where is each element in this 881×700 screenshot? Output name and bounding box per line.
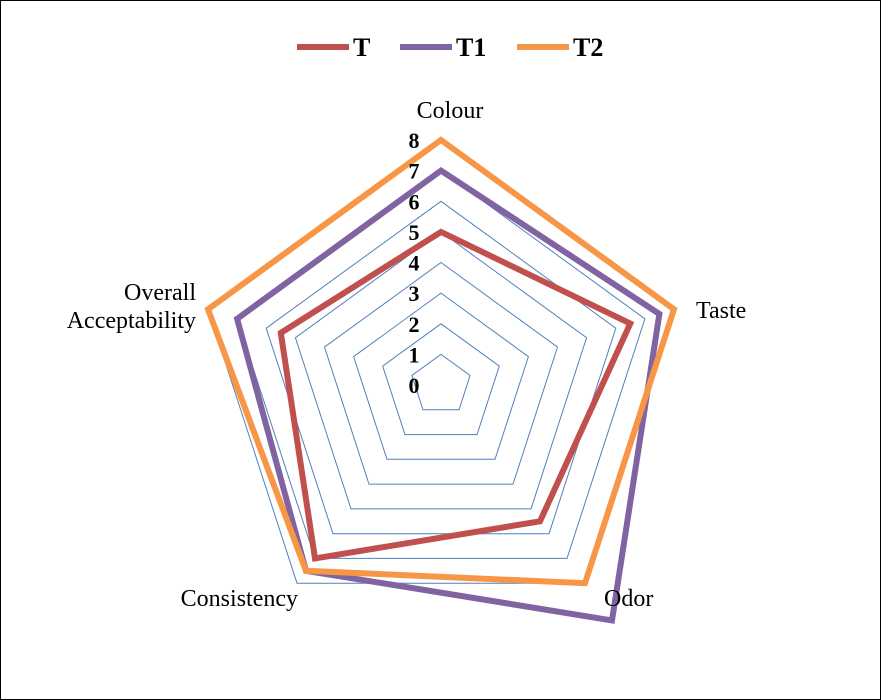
legend-label-t: T: [353, 33, 370, 62]
series-t-line: [277, 228, 635, 562]
grid-ring-6: [265, 200, 617, 535]
legend: T T1 T2: [297, 33, 603, 62]
category-label: Colour: [417, 98, 484, 124]
tick-label: 6: [409, 189, 420, 214]
grid-ring-5: [294, 231, 588, 510]
category-label: Overall: [124, 280, 196, 306]
grid-ring-4: [323, 261, 559, 485]
category-label: Consistency: [181, 586, 298, 612]
tick-label: 4: [409, 251, 420, 276]
legend-label-t2: T2: [573, 33, 603, 62]
category-label: Acceptability: [67, 308, 196, 334]
grid-ring-1: [411, 353, 471, 411]
legend-label-t1: T1: [456, 33, 486, 62]
tick-label: 3: [409, 281, 420, 306]
tick-label: 2: [409, 312, 420, 337]
series-t2-line: [204, 136, 678, 587]
tick-label: 0: [409, 373, 420, 398]
radar-series: [204, 136, 678, 624]
grid-ring-2: [382, 323, 500, 436]
series-t1-line: [233, 166, 663, 624]
tick-label: 1: [409, 342, 420, 367]
tick-label: 7: [409, 159, 420, 184]
radar-tick-labels: 0 1 2 3 4 5 6 7 8: [409, 128, 420, 398]
tick-label: 8: [409, 128, 420, 153]
category-label: Taste: [696, 298, 746, 324]
category-label: Odor: [604, 586, 653, 612]
tick-label: 5: [409, 220, 420, 245]
radar-category-labels: Colour Taste Odor Consistency OverallAccepta…: [67, 98, 747, 612]
grid-ring-3: [353, 292, 529, 460]
